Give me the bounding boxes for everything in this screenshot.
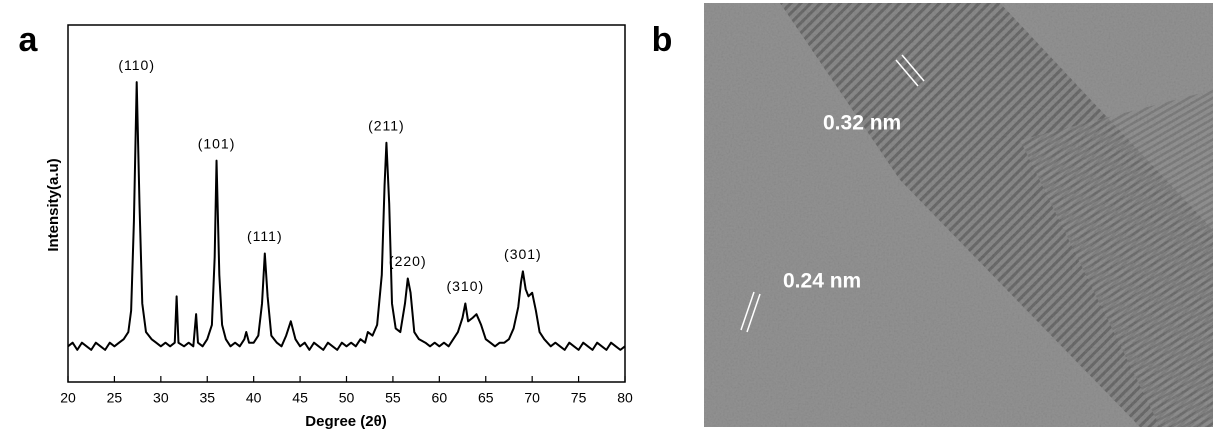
x-tick-label: 35 <box>199 390 215 406</box>
x-tick-label: 55 <box>385 390 401 406</box>
x-tick-label: 50 <box>339 390 355 406</box>
peak-label: (310) <box>446 278 484 294</box>
lattice-spacing: 0.32 nm <box>823 112 901 135</box>
peak-label: (301) <box>504 246 542 262</box>
peak-label: (101) <box>198 135 236 151</box>
peak-label: (111) <box>247 228 283 244</box>
x-tick-label: 70 <box>524 390 540 406</box>
x-tick-label: 20 <box>60 390 76 406</box>
xrd-line <box>67 81 626 351</box>
x-tick-label: 25 <box>107 390 123 406</box>
x-axis-label: Degree (2θ) <box>305 413 386 430</box>
plot-frame <box>67 24 626 383</box>
lattice-spacing: 0.24 nm <box>783 270 861 293</box>
peak-label: (211) <box>368 118 405 134</box>
panel-label: b <box>652 21 673 59</box>
panel-label: a <box>19 21 39 59</box>
peak-label: (110) <box>118 57 155 73</box>
x-tick-label: 75 <box>571 390 587 406</box>
peak-label: (220) <box>389 253 427 269</box>
tem-image <box>704 3 1213 427</box>
x-tick-label: 80 <box>617 390 633 406</box>
x-tick-label: 60 <box>432 390 448 406</box>
x-tick-label: 40 <box>246 390 262 406</box>
x-tick-label: 65 <box>478 390 494 406</box>
x-tick-label: 45 <box>292 390 308 406</box>
x-tick-label: 30 <box>153 390 169 406</box>
y-axis-label: Intensity(a.u) <box>45 158 62 251</box>
